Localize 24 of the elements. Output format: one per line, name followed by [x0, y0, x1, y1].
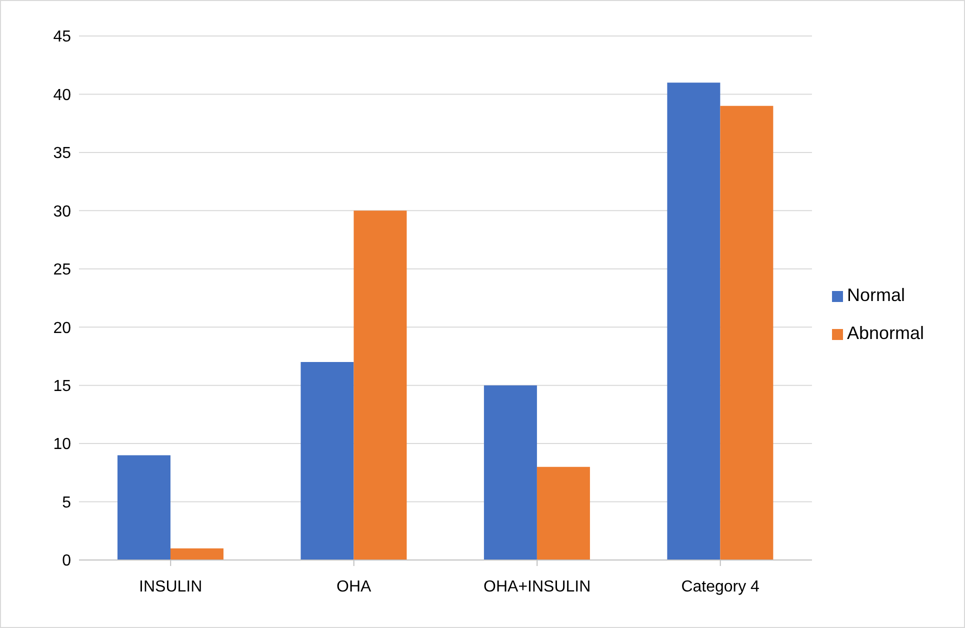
bar — [536, 466, 590, 560]
x-tick-label: Category 4 — [681, 578, 760, 596]
y-tick-label: 5 — [62, 494, 72, 512]
y-tick-label: 45 — [53, 28, 72, 46]
y-tick-label: 35 — [53, 145, 72, 162]
x-tick-label: OHA+INSULIN — [484, 578, 591, 596]
y-tick-label: 30 — [53, 203, 72, 220]
legend-label: Abnormal — [846, 323, 924, 343]
y-tick-label: 20 — [53, 320, 72, 337]
y-tick-label: 40 — [53, 86, 72, 104]
y-tick-label: 15 — [53, 378, 72, 396]
bar — [667, 82, 720, 560]
legend-label: Normal — [846, 285, 905, 305]
x-tick-label: OHA — [336, 578, 372, 596]
bar — [300, 362, 354, 560]
y-tick-label: 10 — [53, 436, 72, 454]
bar — [117, 455, 170, 560]
bar — [170, 548, 224, 560]
y-tick-label: 0 — [62, 552, 72, 570]
bar — [720, 106, 774, 560]
bar — [484, 385, 537, 560]
bar — [354, 210, 407, 560]
x-tick-label: INSULIN — [139, 578, 202, 596]
y-tick-label: 25 — [53, 262, 72, 279]
